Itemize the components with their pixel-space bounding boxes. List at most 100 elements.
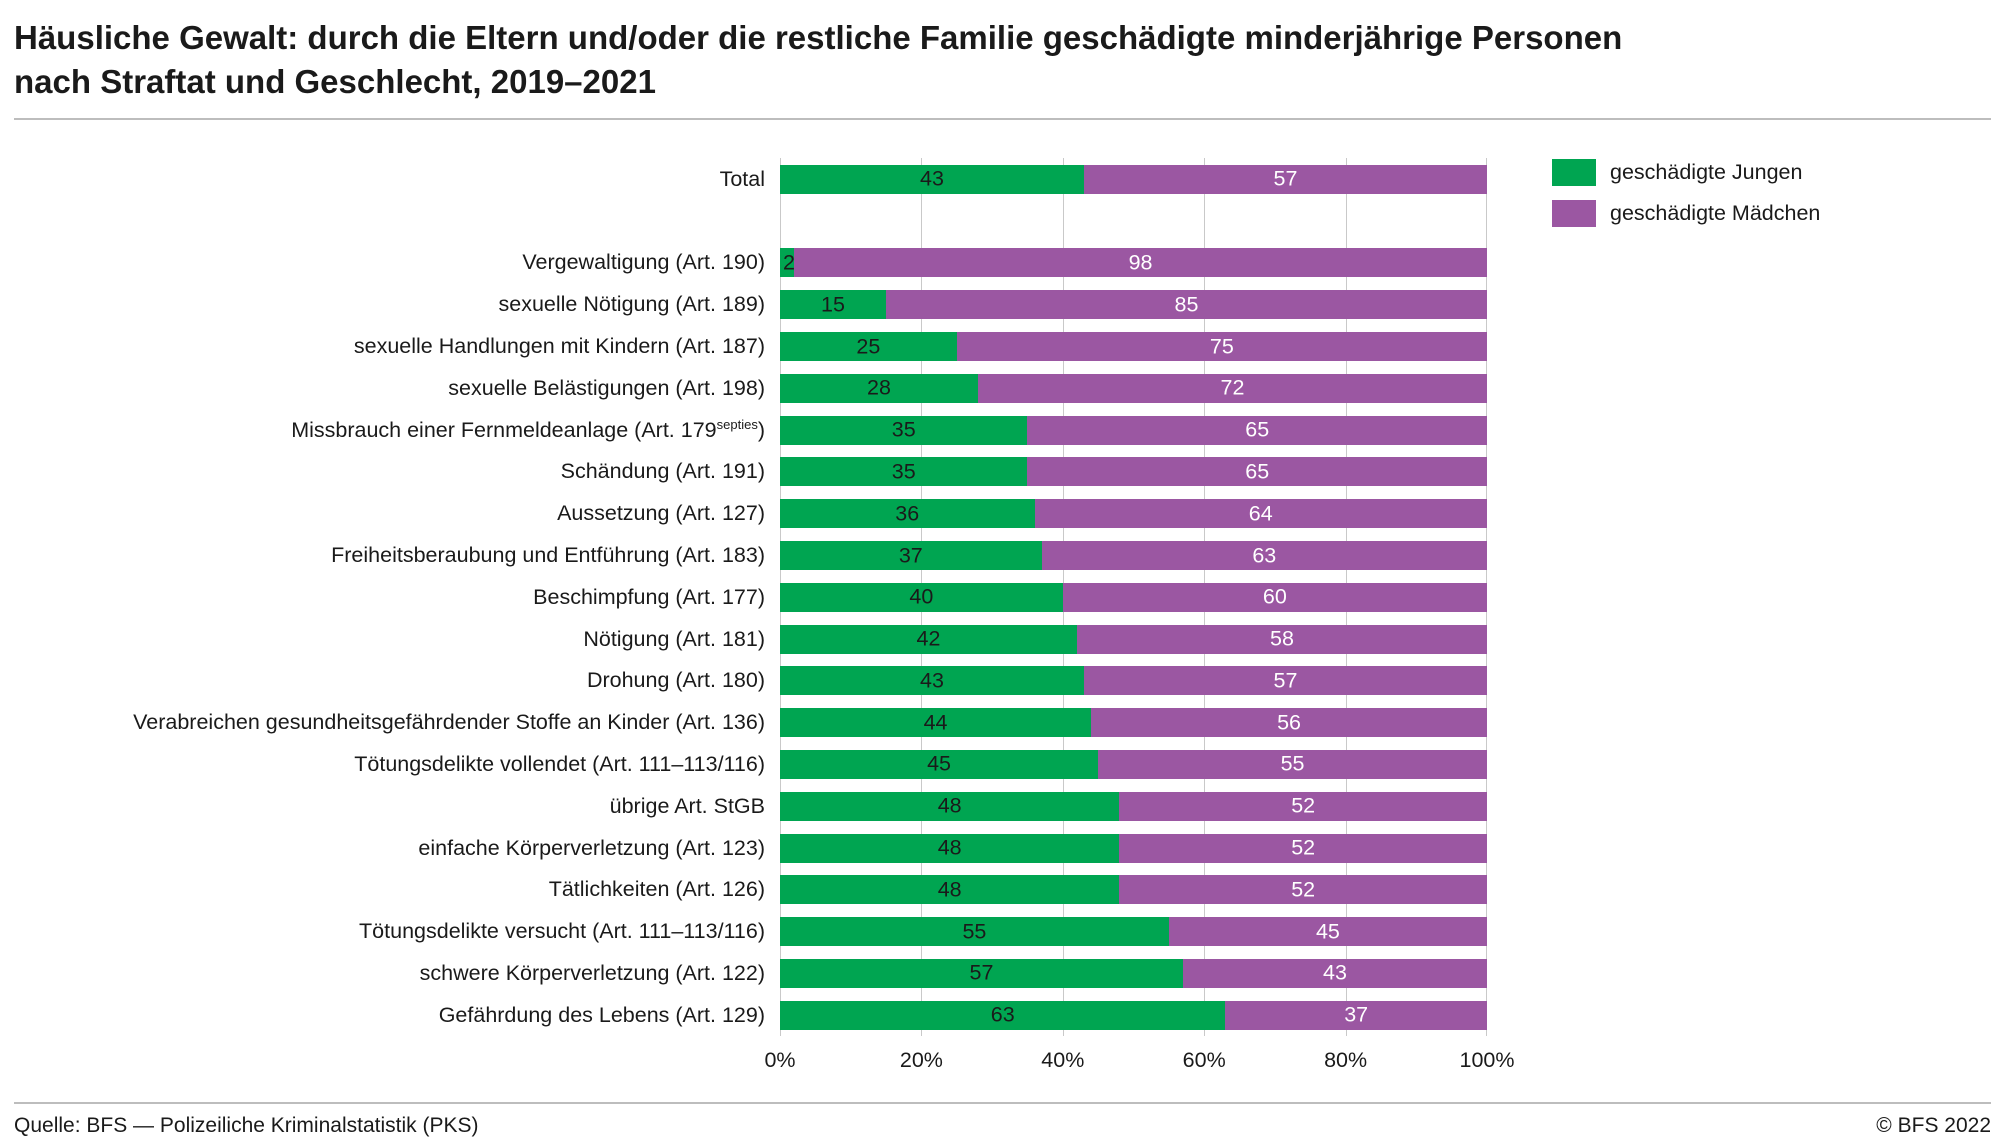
segment-jungen: 48 [780, 833, 1120, 863]
bar-track: 63 37 [780, 1000, 1487, 1030]
bar-track: 40 60 [780, 582, 1487, 612]
bar-row: übrige Art. StGB 48 52 [0, 785, 2005, 827]
category-label: Nötigung (Art. 181) [583, 626, 765, 651]
segment-jungen: 15 [780, 290, 887, 320]
segment-maedchen: 65 [1027, 457, 1487, 487]
value-label: 48 [937, 835, 962, 860]
chart-title: Häusliche Gewalt: durch die Eltern und/o… [14, 16, 1987, 104]
segment-maedchen: 55 [1098, 749, 1487, 779]
bar-row: schwere Körperverletzung (Art. 122) 57 43 [0, 953, 2005, 995]
bar-track: 48 52 [780, 875, 1487, 905]
bar-track: 25 75 [780, 332, 1487, 362]
stacked-bar-chart: Total 43 57 Vergewaltigung (Art. 190) 2 98 sex… [0, 158, 2005, 1078]
bar-row: Schändung (Art. 191) 35 65 [0, 451, 2005, 493]
segment-jungen: 35 [780, 415, 1028, 445]
segment-jungen: 37 [780, 541, 1042, 570]
segment-jungen: 40 [780, 582, 1063, 612]
superscript: septies [716, 417, 758, 433]
bar-track: 55 45 [780, 917, 1487, 947]
value-label: 52 [1291, 877, 1316, 902]
bar-track: 57 43 [780, 958, 1487, 988]
title-line-1: Häusliche Gewalt: durch die Eltern und/o… [14, 19, 1623, 56]
segment-maedchen: 37 [1225, 1000, 1487, 1030]
category-label: Missbrauch einer Fernmeldeanlage (Art. 1… [291, 417, 765, 443]
category-label: Schändung (Art. 191) [560, 459, 765, 484]
category-label: Vergewaltigung (Art. 190) [522, 250, 765, 275]
x-axis: 0% 20% 40% 60% 80% 100% [764, 1042, 1514, 1078]
segment-jungen: 36 [780, 499, 1035, 529]
x-tick-label: 20% [899, 1048, 943, 1073]
value-label: 35 [891, 459, 916, 484]
segment-jungen: 55 [780, 917, 1169, 947]
x-tick-label: 0% [764, 1048, 796, 1073]
category-label: Freiheitsberaubung und Entführung (Art. … [331, 543, 765, 567]
value-label: 65 [1245, 417, 1270, 442]
value-label: 57 [969, 960, 994, 985]
value-label: 52 [1291, 793, 1316, 818]
bar-row: Drohung (Art. 180) 43 57 [0, 660, 2005, 702]
bar-row: Verabreichen gesundheitsgefährdender Sto… [0, 702, 2005, 744]
value-label: 57 [1273, 166, 1298, 191]
value-label: 37 [1344, 1002, 1369, 1027]
segment-maedchen: 64 [1034, 499, 1487, 529]
segment-jungen: 45 [780, 749, 1099, 779]
bar-row: Tätlichkeiten (Art. 126) 48 52 [0, 869, 2005, 911]
segment-jungen: 48 [780, 875, 1120, 905]
value-label: 44 [923, 710, 948, 735]
value-label: 85 [1174, 292, 1199, 317]
bar-row: Aussetzung (Art. 127) 36 64 [0, 493, 2005, 535]
segment-maedchen: 85 [886, 290, 1487, 320]
bar-track: 35 65 [780, 415, 1487, 445]
value-label: 45 [1315, 919, 1340, 944]
value-label: 37 [898, 543, 923, 567]
value-label: 57 [1273, 668, 1298, 693]
legend-swatch-jungen-icon [1552, 159, 1596, 187]
bar-track: 35 65 [780, 457, 1487, 487]
value-label: 75 [1209, 334, 1234, 359]
value-label: 98 [1128, 250, 1153, 275]
segment-jungen: 43 [780, 666, 1084, 696]
segment-jungen: 25 [780, 332, 957, 362]
category-label: schwere Körperverletzung (Art. 122) [419, 960, 765, 985]
value-label: 36 [895, 501, 920, 526]
bar-row: Freiheitsberaubung und Entführung (Art. … [0, 535, 2005, 577]
value-label: 40 [909, 584, 934, 609]
x-tick-label: 100% [1459, 1048, 1515, 1073]
bar-track: 42 58 [780, 624, 1487, 654]
bar-row: Gefährdung des Lebens (Art. 129) 63 37 [0, 994, 2005, 1036]
category-label: Beschimpfung (Art. 177) [533, 584, 765, 609]
legend: geschädigte Jungen geschädigte Mädchen [1552, 159, 1820, 241]
segment-jungen: 48 [780, 791, 1120, 821]
value-label: 43 [1323, 960, 1347, 985]
value-label: 55 [962, 919, 987, 944]
value-label: 45 [927, 751, 952, 776]
chart-header: Häusliche Gewalt: durch die Eltern und/o… [0, 0, 2005, 104]
value-label: 42 [916, 626, 941, 651]
category-label: übrige Art. StGB [609, 793, 765, 818]
value-label: 56 [1277, 710, 1301, 735]
bar-row: Tötungsdelikte versucht (Art. 111–113/11… [0, 911, 2005, 953]
category-label: Tätlichkeiten (Art. 126) [548, 877, 765, 902]
value-label: 64 [1248, 501, 1273, 526]
value-label: 25 [856, 334, 881, 359]
category-label: Gefährdung des Lebens (Art. 129) [438, 1002, 765, 1027]
segment-jungen: 35 [780, 457, 1028, 487]
value-label: 72 [1220, 375, 1245, 400]
header-divider [14, 118, 1991, 121]
segment-maedchen: 63 [1041, 541, 1487, 570]
value-label: 58 [1269, 626, 1294, 651]
category-label: Verabreichen gesundheitsgefährdender Sto… [133, 710, 765, 735]
bar-row: Vergewaltigung (Art. 190) 2 98 [0, 242, 2005, 284]
bar-track: 36 64 [780, 499, 1487, 529]
bar-track: 48 52 [780, 833, 1487, 863]
category-label: Tötungsdelikte versucht (Art. 111–113/11… [359, 919, 765, 944]
value-label: 60 [1262, 584, 1287, 609]
segment-maedchen: 52 [1119, 791, 1487, 821]
bar-row: Tötungsdelikte vollendet (Art. 111–113/1… [0, 744, 2005, 786]
category-label: Total [719, 166, 765, 191]
segment-jungen: 57 [780, 958, 1183, 988]
segment-maedchen: 52 [1119, 833, 1487, 863]
segment-maedchen: 60 [1062, 582, 1487, 612]
source-text: Quelle: BFS — Polizeiliche Kriminalstati… [14, 1114, 479, 1137]
value-label: 52 [1291, 835, 1316, 860]
